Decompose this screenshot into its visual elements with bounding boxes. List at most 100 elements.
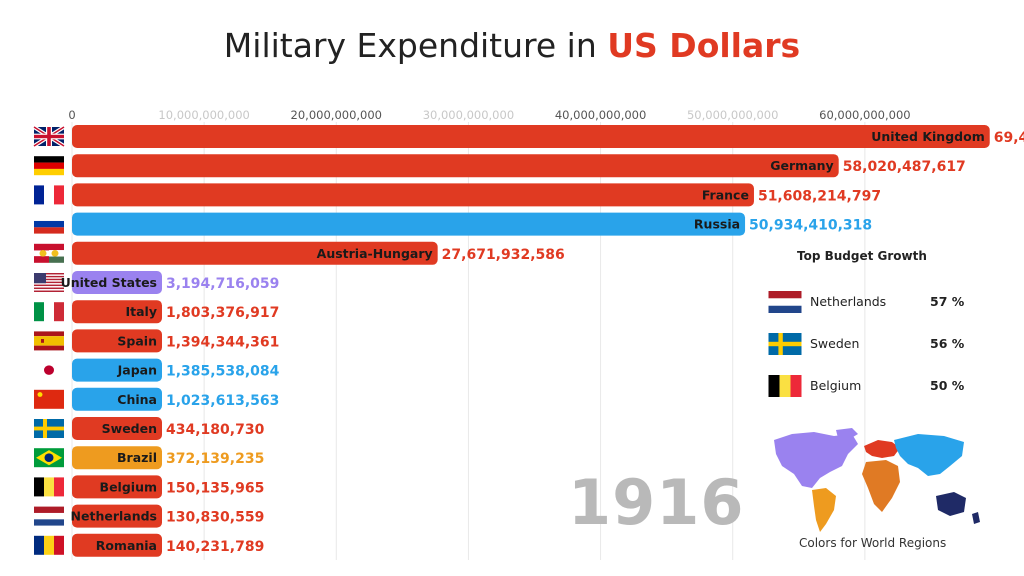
japan-flag-icon xyxy=(34,360,64,380)
value-label: 372,139,235 xyxy=(166,451,264,467)
value-label: 27,671,932,586 xyxy=(442,247,565,263)
bar-row: Japan 1,385,538,084 xyxy=(34,358,280,382)
bar-row: United States 3,194,716,059 xyxy=(34,271,279,294)
bar-label: United Kingdom xyxy=(871,129,984,144)
bar-label: Italy xyxy=(126,304,158,319)
africa-region xyxy=(862,460,900,512)
bar xyxy=(72,271,162,294)
value-label: 1,803,376,917 xyxy=(166,305,279,321)
world-regions-map xyxy=(774,428,980,532)
value-label: 1,023,613,563 xyxy=(166,393,279,409)
x-tick-label: 10,000,000,000 xyxy=(158,108,249,122)
bar-row: France 51,608,214,797 xyxy=(34,183,881,207)
uk-flag-icon xyxy=(32,125,66,148)
value-label: 58,020,487,617 xyxy=(843,159,966,175)
chart-title: Military Expenditure in US Dollars xyxy=(0,26,1024,65)
growth-name: Sweden xyxy=(810,336,860,351)
bar xyxy=(72,446,162,470)
growth-percent: 50 % xyxy=(930,378,965,393)
value-label: 50,934,410,318 xyxy=(749,218,872,234)
value-label: 434,180,730 xyxy=(166,422,265,438)
bar-row: China 1,023,613,563 xyxy=(34,387,279,411)
germany-flag-icon xyxy=(34,156,64,176)
value-label: 1,385,538,084 xyxy=(166,364,280,380)
bar-label: Russia xyxy=(694,217,740,232)
belgium-flag-icon xyxy=(34,477,64,497)
title-text: Military Expenditure in xyxy=(223,26,608,65)
bar xyxy=(72,125,990,148)
bar-row: Russia 50,934,410,318 xyxy=(34,212,872,236)
growth-name: Belgium xyxy=(810,378,862,393)
x-tick-label: 60,000,000,000 xyxy=(819,108,910,122)
bar xyxy=(72,183,754,207)
bar-label: Germany xyxy=(770,158,833,173)
growth-name: Netherlands xyxy=(810,294,887,309)
oceania-region xyxy=(936,492,966,516)
growth-row-sweden: Sweden 56 % xyxy=(768,333,988,355)
sweden-flag-icon xyxy=(768,333,802,355)
bar xyxy=(72,154,839,178)
bar xyxy=(72,417,162,440)
north-america-region xyxy=(774,432,858,488)
bar-label: Sweden xyxy=(102,421,157,436)
x-tick-label: 50,000,000,000 xyxy=(687,108,778,122)
value-label: 150,135,965 xyxy=(166,480,264,496)
x-tick-label: 20,000,000,000 xyxy=(291,108,382,122)
bar xyxy=(72,300,162,324)
bar-label: Netherlands xyxy=(71,509,157,524)
bar xyxy=(72,475,162,499)
bar-row: Sweden 434,180,730 xyxy=(34,417,265,440)
x-tick-label: 40,000,000,000 xyxy=(555,108,646,122)
bar-label: Spain xyxy=(117,333,157,348)
brazil-flag-icon xyxy=(34,448,64,468)
austria-hungary-flag-icon xyxy=(34,243,64,263)
bar-row: Netherlands 130,830,559 xyxy=(34,504,264,528)
bar xyxy=(72,212,746,236)
bar-row: Romania 140,231,789 xyxy=(34,533,264,557)
growth-percent: 56 % xyxy=(930,336,965,351)
bar-row: Spain 1,394,344,361 xyxy=(34,329,279,353)
romania-flag-icon xyxy=(34,535,64,555)
bar-label: Romania xyxy=(96,538,157,553)
bar xyxy=(72,358,162,382)
value-label: 69,449,860,918 xyxy=(994,130,1024,146)
value-label: 51,608,214,797 xyxy=(758,188,881,204)
asia-region xyxy=(894,434,964,476)
bar-row: Brazil 372,139,235 xyxy=(34,446,264,470)
growth-row-belgium: Belgium 50 % xyxy=(768,375,988,397)
bar xyxy=(72,387,162,411)
netherlands-flag-icon xyxy=(768,291,802,313)
sweden-flag-icon xyxy=(34,419,64,438)
bar xyxy=(72,329,162,353)
bar-label: Belgium xyxy=(100,479,157,494)
china-flag-icon xyxy=(34,389,64,409)
x-tick-label: 30,000,000,000 xyxy=(423,108,514,122)
year-label: 1916 xyxy=(568,466,745,539)
growth-percent: 57 % xyxy=(930,294,965,309)
greenland-region xyxy=(836,428,858,440)
bar-label: Brazil xyxy=(117,450,157,465)
bar-row: United Kingdom 69,449,860,918 xyxy=(32,125,1024,148)
bar-row: Belgium 150,135,965 xyxy=(34,475,264,499)
value-label: 3,194,716,059 xyxy=(166,276,279,292)
bar-label: France xyxy=(702,187,749,202)
russia-flag-icon xyxy=(34,214,64,234)
belgium-flag-icon xyxy=(768,375,802,397)
value-label: 140,231,789 xyxy=(166,539,264,555)
netherlands-flag-icon xyxy=(34,506,64,526)
south-america-region xyxy=(812,488,836,532)
spain-flag-icon xyxy=(34,331,64,351)
europe-region xyxy=(864,440,900,458)
bar-label: United States xyxy=(61,275,157,290)
bar-row: Germany 58,020,487,617 xyxy=(34,154,966,178)
france-flag-icon xyxy=(34,185,64,205)
value-label: 130,830,559 xyxy=(166,510,264,526)
value-label: 1,394,344,361 xyxy=(166,334,279,350)
title-highlight: US Dollars xyxy=(607,26,801,65)
bar-label: Austria-Hungary xyxy=(317,246,433,261)
bar xyxy=(72,241,438,265)
bar xyxy=(72,533,162,557)
growth-row-netherlands: Netherlands 57 % xyxy=(768,291,988,313)
bar-row: Italy 1,803,376,917 xyxy=(34,300,279,324)
